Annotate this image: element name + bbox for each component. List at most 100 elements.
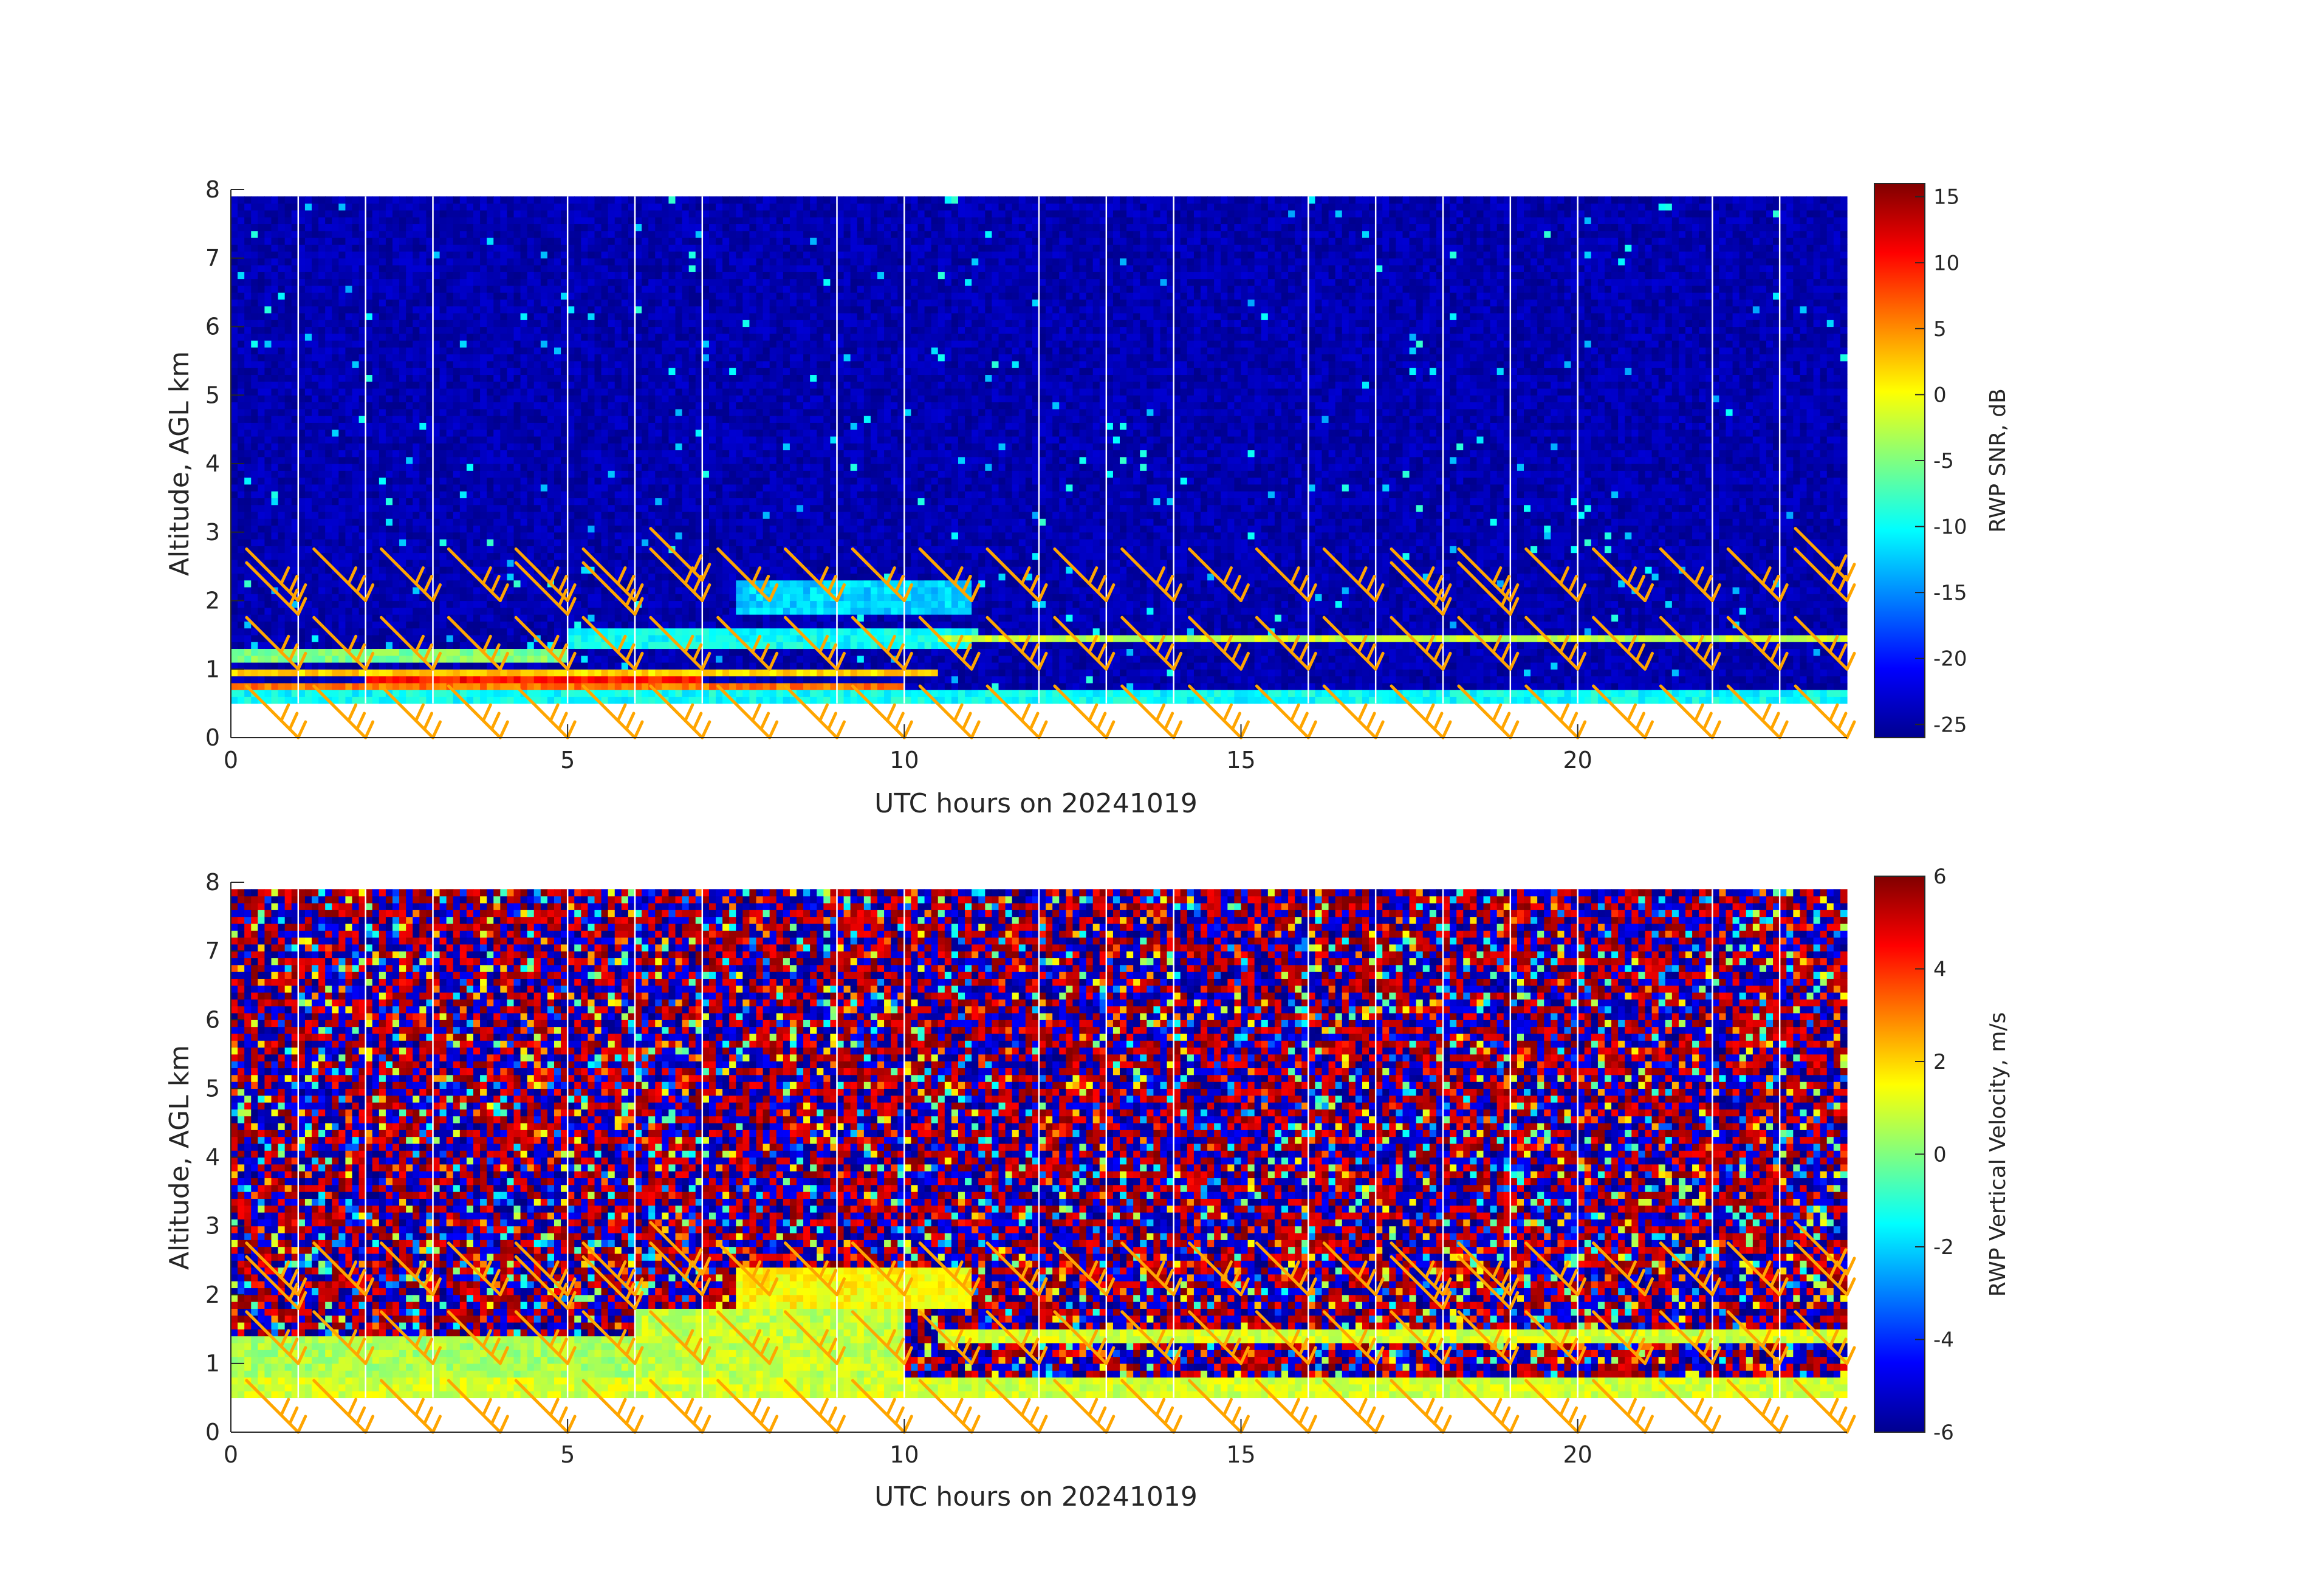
heatmap-cell bbox=[419, 614, 427, 622]
heatmap-cell bbox=[467, 669, 474, 676]
heatmap-cell bbox=[399, 478, 406, 485]
heatmap-cell bbox=[379, 313, 386, 320]
heatmap-cell bbox=[325, 491, 332, 498]
heatmap-cell bbox=[345, 539, 352, 546]
heatmap-cell bbox=[338, 368, 346, 375]
heatmap-cell bbox=[318, 601, 326, 608]
heatmap-cell bbox=[500, 553, 507, 560]
heatmap-cell bbox=[493, 430, 501, 437]
heatmap-cell bbox=[338, 539, 346, 546]
heatmap-cell bbox=[467, 532, 474, 540]
heatmap-cell bbox=[366, 608, 373, 615]
heatmap-cell bbox=[244, 374, 252, 382]
heatmap-cell bbox=[480, 491, 487, 498]
heatmap-cell bbox=[352, 614, 360, 622]
heatmap-cell bbox=[453, 505, 461, 512]
heatmap-cell bbox=[305, 457, 312, 464]
heatmap-cell bbox=[473, 690, 481, 697]
heatmap-cell bbox=[298, 334, 306, 341]
heatmap-cell bbox=[325, 457, 332, 464]
heatmap-cell bbox=[399, 196, 406, 204]
heatmap-cell bbox=[244, 532, 252, 540]
heatmap-cell bbox=[352, 196, 360, 204]
heatmap-cell bbox=[460, 525, 467, 532]
heatmap-cell bbox=[312, 512, 319, 519]
heatmap-cell bbox=[298, 553, 306, 560]
heatmap-cell bbox=[238, 546, 245, 553]
heatmap-cell bbox=[419, 470, 427, 478]
heatmap-cell bbox=[467, 320, 474, 327]
heatmap-cell bbox=[521, 525, 528, 532]
heatmap-cell bbox=[238, 457, 245, 464]
heatmap-cell bbox=[285, 505, 292, 512]
heatmap-cell bbox=[406, 204, 413, 211]
heatmap-cell bbox=[325, 601, 332, 608]
heatmap-cell bbox=[318, 224, 326, 231]
heatmap-cell bbox=[258, 656, 265, 663]
heatmap-cell bbox=[312, 601, 319, 608]
heatmap-cell bbox=[312, 443, 319, 450]
heatmap-cell bbox=[372, 587, 380, 594]
heatmap-cell bbox=[419, 690, 427, 697]
heatmap-cell bbox=[386, 656, 393, 663]
heatmap-cell bbox=[447, 251, 454, 258]
heatmap-cell bbox=[238, 560, 245, 567]
heatmap-cell bbox=[493, 546, 501, 553]
heatmap-cell bbox=[231, 690, 238, 697]
heatmap-cell bbox=[514, 388, 521, 396]
heatmap-cell bbox=[453, 217, 461, 224]
heatmap-cell bbox=[473, 210, 481, 218]
heatmap-cell bbox=[467, 388, 474, 396]
heatmap-cell bbox=[231, 313, 238, 320]
heatmap-cell bbox=[473, 696, 481, 704]
heatmap-cell bbox=[264, 306, 272, 314]
heatmap-cell bbox=[244, 306, 252, 314]
heatmap-cell bbox=[521, 656, 528, 663]
heatmap-cell bbox=[285, 525, 292, 532]
heatmap-cell bbox=[440, 196, 447, 204]
heatmap-cell bbox=[332, 560, 339, 567]
heatmap-cell bbox=[453, 450, 461, 457]
heatmap-cell bbox=[272, 683, 279, 690]
heatmap-cell bbox=[251, 430, 258, 437]
heatmap-cell bbox=[467, 594, 474, 601]
heatmap-cell bbox=[406, 450, 413, 457]
heatmap-cell bbox=[500, 436, 507, 444]
heatmap-cell bbox=[258, 238, 265, 245]
heatmap-cell bbox=[440, 361, 447, 368]
heatmap-cell bbox=[312, 491, 319, 498]
heatmap-cell bbox=[487, 470, 494, 478]
heatmap-cell bbox=[433, 621, 440, 628]
heatmap-cell bbox=[433, 402, 440, 410]
heatmap-cell bbox=[507, 279, 514, 286]
heatmap-cell bbox=[460, 546, 467, 553]
heatmap-cell bbox=[413, 279, 420, 286]
heatmap-cell bbox=[332, 457, 339, 464]
heatmap-cell bbox=[379, 662, 386, 670]
heatmap-cell bbox=[460, 464, 467, 471]
heatmap-cell bbox=[305, 374, 312, 382]
heatmap-cell bbox=[325, 443, 332, 450]
heatmap-cell bbox=[514, 436, 521, 444]
heatmap-cell bbox=[345, 217, 352, 224]
heatmap-cell bbox=[392, 272, 400, 279]
heatmap-cell bbox=[264, 532, 272, 540]
heatmap-cell bbox=[521, 217, 528, 224]
heatmap-cell bbox=[392, 539, 400, 546]
heatmap-cell bbox=[305, 313, 312, 320]
heatmap-cell bbox=[251, 422, 258, 430]
heatmap-cell bbox=[460, 587, 467, 594]
heatmap-cell bbox=[473, 470, 481, 478]
heatmap-cell bbox=[473, 320, 481, 327]
heatmap-cell bbox=[521, 313, 528, 320]
heatmap-cell bbox=[258, 676, 265, 684]
heatmap-cell bbox=[527, 478, 535, 485]
heatmap-cell bbox=[413, 313, 420, 320]
heatmap-cell bbox=[278, 608, 286, 615]
heatmap-cell bbox=[527, 238, 535, 245]
heatmap-cell bbox=[440, 354, 447, 362]
heatmap-cell bbox=[473, 532, 481, 540]
heatmap-cell bbox=[487, 628, 494, 636]
heatmap-cell bbox=[332, 224, 339, 231]
heatmap-cell bbox=[392, 457, 400, 464]
